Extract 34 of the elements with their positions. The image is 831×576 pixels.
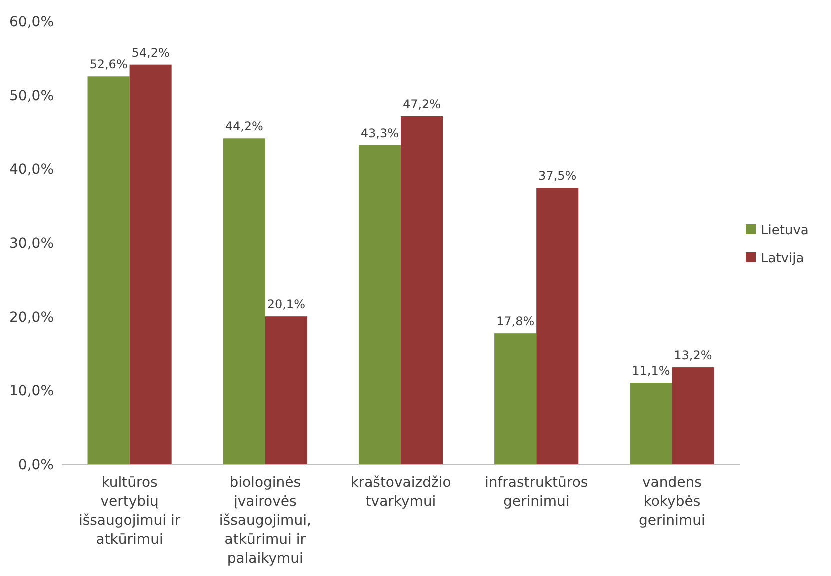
bar xyxy=(672,368,714,465)
y-tick-label: 60,0% xyxy=(10,14,54,30)
bar xyxy=(265,316,308,465)
bar xyxy=(536,188,579,465)
bar xyxy=(401,116,444,465)
x-tick-label: kultūros vertybių išsaugojimui ir atkūrimui xyxy=(78,475,181,548)
y-tick-label: 10,0% xyxy=(10,384,54,400)
data-label: 44,2% xyxy=(225,120,264,134)
y-tick-label: 50,0% xyxy=(10,88,54,104)
data-label: 13,2% xyxy=(674,348,712,363)
bar xyxy=(494,334,537,465)
legend-label: Latvija xyxy=(761,252,804,266)
legend-label: Lietuva xyxy=(761,224,809,238)
data-label: 11,1% xyxy=(632,364,670,378)
data-label: 52,6% xyxy=(90,58,128,72)
data-label: 47,2% xyxy=(402,98,442,112)
data-label: 20,1% xyxy=(267,298,306,312)
x-tick-label: infrastruktūros gerinimui xyxy=(484,475,588,510)
bar xyxy=(223,138,266,465)
data-label: 43,3% xyxy=(360,126,400,140)
y-tick-label: 20,0% xyxy=(10,310,54,326)
y-tick-label: 40,0% xyxy=(10,162,54,178)
data-label: 17,8% xyxy=(496,314,535,329)
bar xyxy=(358,145,401,465)
data-label: 37,5% xyxy=(538,169,577,184)
data-label: 54,2% xyxy=(132,46,170,60)
y-tick-label: 0,0% xyxy=(18,457,54,474)
x-tick-label: biologinės įvairovės išsaugojimui, atkūrimui ir palaikymui xyxy=(219,475,312,567)
bar xyxy=(630,383,672,465)
y-tick-label: 30,0% xyxy=(10,236,54,252)
bar xyxy=(130,64,172,465)
x-tick-label: vandens kokybės gerinimui xyxy=(639,475,706,529)
bar xyxy=(88,76,130,465)
x-tick-label: kraštovaizdžio tvarkymui xyxy=(350,475,452,510)
